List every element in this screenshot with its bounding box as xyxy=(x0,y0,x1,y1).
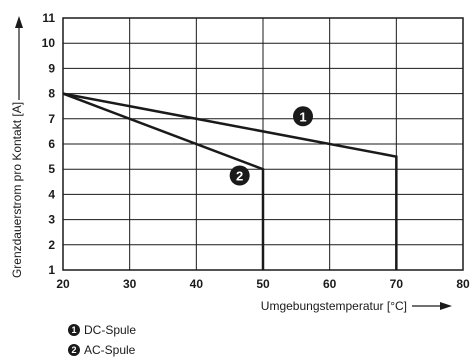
x-tick-label: 30 xyxy=(123,277,137,291)
marker-number: 1 xyxy=(299,109,306,124)
x-tick-label: 50 xyxy=(256,277,270,291)
y-tick-label: 7 xyxy=(48,112,55,126)
x-tick-label: 80 xyxy=(456,277,470,291)
legend: 1 DC-Spule 2 AC-Spule xyxy=(68,320,136,360)
marker-1-icon: 1 xyxy=(68,324,80,336)
axis-arrows xyxy=(15,16,452,310)
x-tick-label: 20 xyxy=(56,277,70,291)
x-arrow-head-icon xyxy=(440,302,452,310)
y-axis-label: Grenzdauerstrom pro Kontakt [A] xyxy=(10,102,24,278)
y-tick-label: 1 xyxy=(48,263,55,277)
y-tick-label: 6 xyxy=(48,137,55,151)
x-tick-label: 60 xyxy=(323,277,337,291)
y-tick-label: 4 xyxy=(48,187,55,201)
legend-label-ac: AC-Spule xyxy=(84,343,136,357)
y-tick-label: 11 xyxy=(42,11,55,25)
y-arrow-head-icon xyxy=(15,16,23,28)
x-tick-label: 40 xyxy=(190,277,204,291)
y-tick-label: 10 xyxy=(42,36,56,50)
series-marker-2: 2 xyxy=(229,165,250,186)
series-line-1 xyxy=(62,92,398,270)
series-markers: 12 xyxy=(229,106,313,186)
legend-item-dc: 1 DC-Spule xyxy=(68,320,136,340)
marker-circle xyxy=(229,165,250,186)
x-tick-label: 70 xyxy=(390,277,404,291)
series-line-2 xyxy=(62,92,265,270)
series-marker-1: 1 xyxy=(293,106,313,127)
marker-circle xyxy=(293,106,313,127)
y-tick-label: 8 xyxy=(48,87,55,101)
y-tick-label: 2 xyxy=(48,238,55,252)
legend-label-dc: DC-Spule xyxy=(84,323,137,337)
x-axis-label: Umgebungstemperatur [°C] xyxy=(261,299,407,313)
legend-item-ac: 2 AC-Spule xyxy=(68,340,136,360)
marker-2-icon: 2 xyxy=(68,344,80,356)
y-tick-label: 9 xyxy=(48,61,55,75)
series-lines xyxy=(62,92,398,270)
marker-number: 2 xyxy=(236,169,243,184)
y-tick-label: 3 xyxy=(48,213,55,227)
y-tick-label: 5 xyxy=(48,162,55,176)
